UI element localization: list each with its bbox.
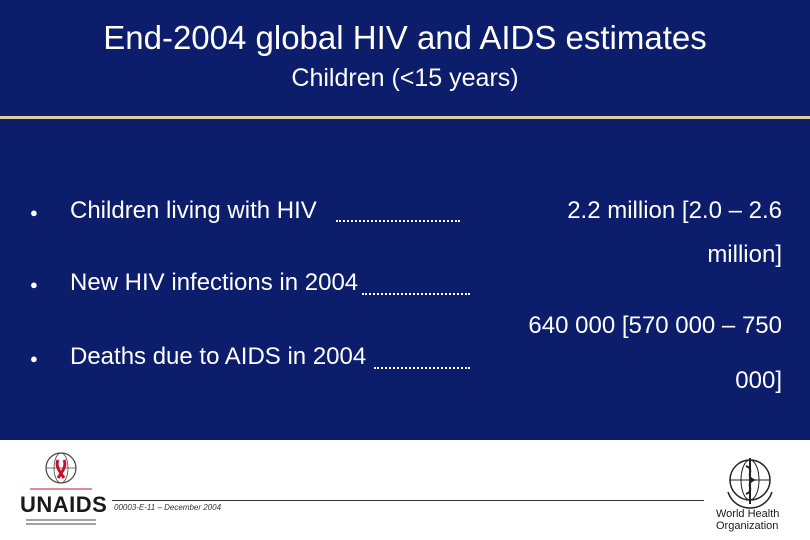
who-wordmark-line2: Organization	[716, 520, 779, 532]
leader-dots	[362, 293, 470, 295]
item-value-children-living-line2: million]	[707, 241, 782, 268]
item-value-children-living-line1: 2.2 million [2.0 – 2.6	[567, 197, 782, 224]
item-label-new-infections: New HIV infections in 2004	[70, 269, 359, 296]
item-value-new-infections-line2: 000]	[735, 367, 782, 394]
who-wordmark-line1: World Health	[716, 508, 780, 520]
leader-dots	[374, 367, 470, 369]
leader-dots	[336, 220, 460, 222]
item-label-deaths: Deaths due to AIDS in 2004	[70, 343, 367, 370]
item-label-children-living: Children living with HIV	[70, 197, 317, 224]
footer-rule	[112, 500, 704, 501]
item-value-new-infections-line1: 640 000 [570 000 – 750	[528, 312, 782, 339]
slide-subtitle: Children (<15 years)	[291, 64, 519, 92]
bullet-icon: ●	[30, 205, 38, 220]
footer-code: 00003-E-11 – December 2004	[114, 503, 222, 512]
slide-title: End-2004 global HIV and AIDS estimates	[103, 19, 707, 56]
who-emblem-icon	[727, 458, 773, 509]
who-wordmark: World Health Organization	[716, 508, 788, 532]
title-divider	[0, 116, 810, 119]
bullet-icon: ●	[30, 351, 38, 366]
unaids-emblem-icon	[26, 452, 96, 525]
unaids-wordmark: UNAIDS	[20, 492, 108, 517]
title-area: End-2004 global HIV and AIDS estimates C…	[0, 0, 810, 116]
bullet-icon: ●	[30, 277, 38, 292]
slide-content-area: End-2004 global HIV and AIDS estimates C…	[0, 0, 810, 440]
